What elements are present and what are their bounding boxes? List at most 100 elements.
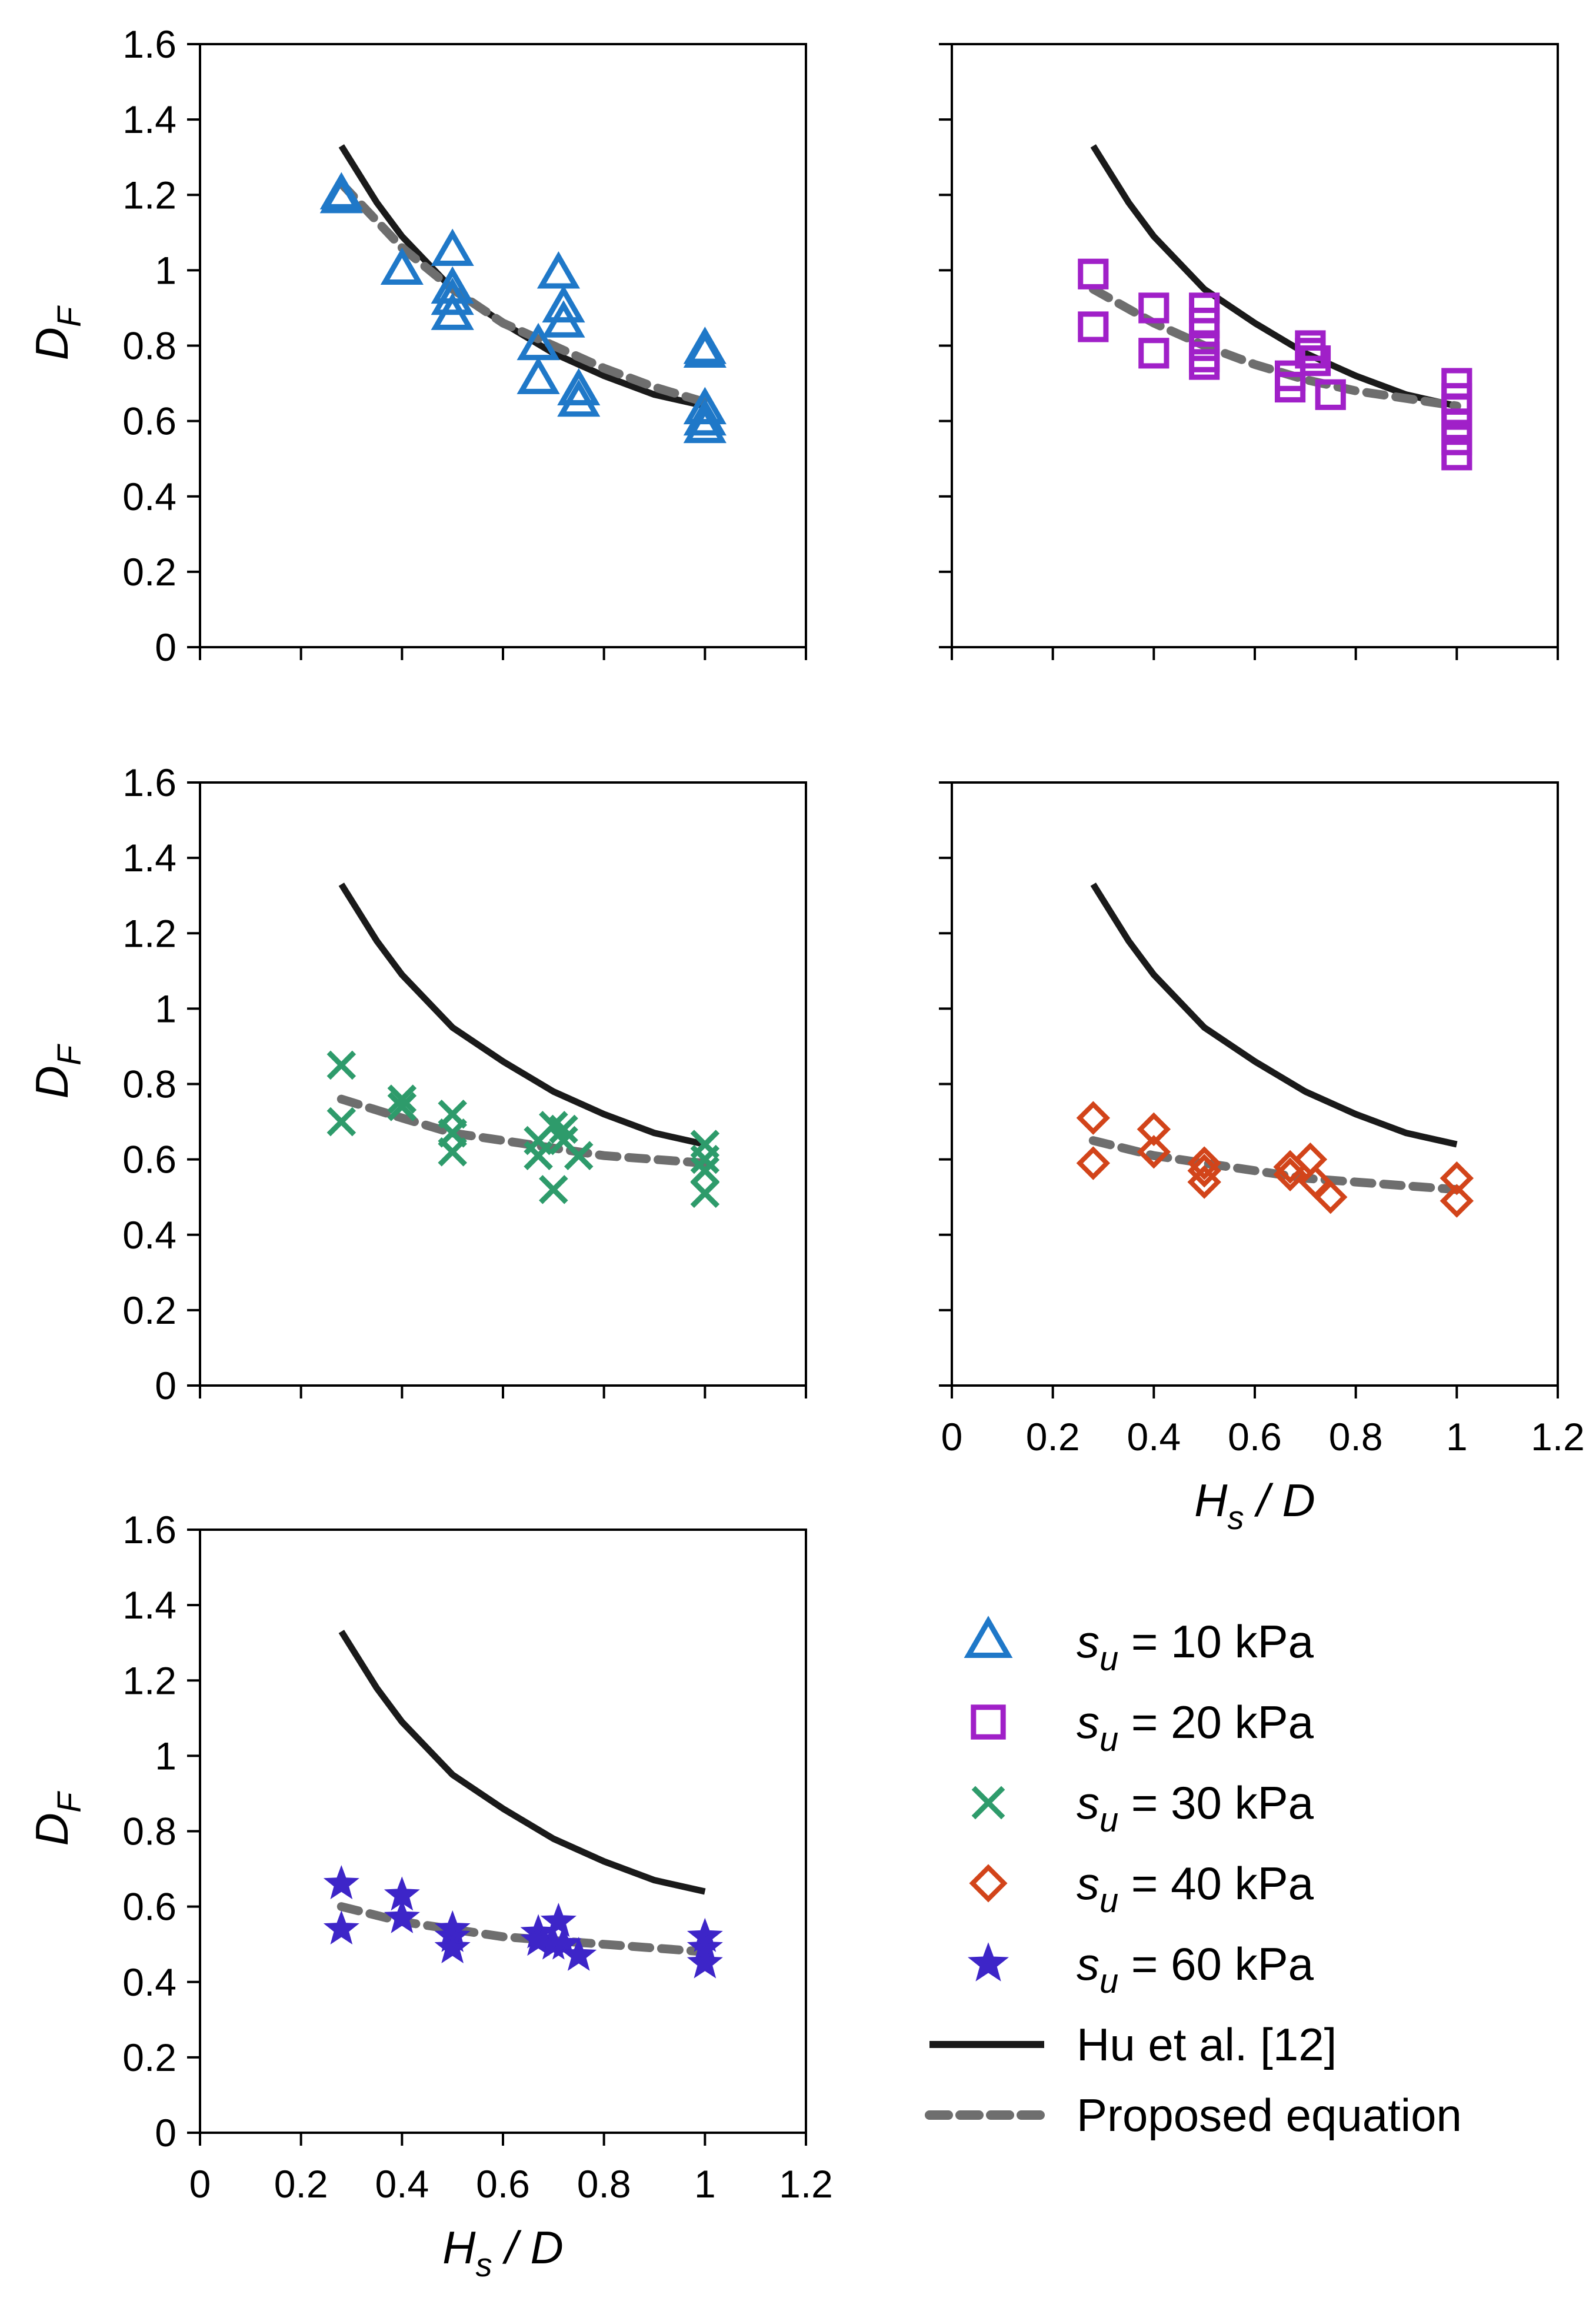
y-tick-label: 1.2 <box>122 173 176 217</box>
panel-su30: 0 0.2 0.4 0.6 0.8 1 1.2 1.4 1.6 DF <box>26 761 807 1407</box>
y-tick-label: 1.6 <box>122 22 176 66</box>
hu-curve <box>338 1630 706 1895</box>
data-point <box>557 368 601 406</box>
data-point <box>1440 1184 1474 1218</box>
hu-curve <box>1090 883 1458 1148</box>
legend-label-su20: su = 20 kPa <box>1077 1696 1314 1759</box>
y-tick-label: 1.4 <box>122 836 176 880</box>
y-tick-label: 0.8 <box>122 1063 176 1106</box>
y-tick-label: 0.2 <box>122 550 176 594</box>
data-point <box>683 398 727 436</box>
data-point <box>384 1899 420 1933</box>
legend-marker-su40 <box>969 1864 1008 1903</box>
data-point <box>380 247 424 285</box>
data-point <box>690 1156 720 1186</box>
data-point <box>540 1903 577 1937</box>
data-point <box>687 1944 723 1979</box>
data-point <box>542 300 585 338</box>
data-point <box>387 1084 417 1114</box>
panels-layer: 0 0.2 0.4 0.6 0.8 1 1.2 1.4 1.6 DF 0 0.2 0.4 0.6 0.8 1 1… <box>26 22 1585 2283</box>
y-tick-label: 0.6 <box>122 1885 176 1929</box>
x-tick-label: 0.8 <box>1329 1415 1383 1458</box>
plot-frame <box>951 781 1559 1387</box>
x-axis-title: Hs / D <box>1194 1474 1315 1536</box>
data-point <box>1137 1135 1171 1169</box>
data-point <box>683 387 727 425</box>
data-point <box>323 1910 359 1945</box>
data-point <box>1315 379 1346 410</box>
x-tick-label: 1.2 <box>779 2162 833 2206</box>
data-point <box>323 1865 359 1900</box>
legend-label-su30: su = 30 kPa <box>1077 1777 1314 1839</box>
data-point <box>434 1929 471 1964</box>
y-tick-label: 0.6 <box>122 399 176 443</box>
data-point <box>1441 439 1472 471</box>
data-point <box>1137 1112 1171 1147</box>
y-tick-label: 0.4 <box>122 475 176 518</box>
data-point <box>1076 1101 1111 1135</box>
panel-su20 <box>939 43 1559 660</box>
x-tick-label: 0 <box>189 2162 211 2206</box>
x-axis-title: Hs / D <box>442 2222 564 2283</box>
y-tick-label: 1 <box>155 1734 176 1777</box>
y-tick-label: 0.8 <box>122 324 176 368</box>
x-tick-label: 0 <box>941 1415 963 1458</box>
legend-marker-su10 <box>964 1616 1013 1659</box>
y-tick-label: 1 <box>155 248 176 292</box>
plot-frame <box>951 43 1559 648</box>
plot-frame <box>199 781 807 1387</box>
proposed-curve <box>336 179 709 407</box>
data-point <box>319 172 363 209</box>
panel-su60: 0 0.2 0.4 0.6 0.8 1 1.2 1.4 1.6 0 0.2 0.4 0.6 0.8 1 1.2… <box>26 1508 833 2283</box>
legend-label-proposed: Proposed equation <box>1077 2089 1462 2141</box>
y-tick-label: 1.2 <box>122 911 176 955</box>
y-axis-title: DF <box>26 1044 88 1098</box>
legend-marker-su30 <box>971 1786 1005 1820</box>
plot-frame <box>199 1529 807 2134</box>
legend-label-hu: Hu et al. [12] <box>1077 2019 1337 2070</box>
data-point <box>683 405 727 444</box>
data-point <box>561 1936 597 1971</box>
legend-label-su40: su = 40 kPa <box>1077 1857 1314 1920</box>
y-tick-label: 0.4 <box>122 1960 176 2004</box>
y-tick-label: 0.8 <box>122 1810 176 1853</box>
y-tick-label: 1.2 <box>122 1659 176 1702</box>
y-tick-label: 0.4 <box>122 1213 176 1257</box>
data-point <box>564 1141 594 1171</box>
data-point <box>1076 1146 1111 1180</box>
y-tick-label: 0.2 <box>122 2036 176 2079</box>
data-point <box>1138 338 1169 369</box>
x-tick-label: 0.2 <box>1026 1415 1080 1458</box>
hu-curve <box>1090 144 1458 409</box>
data-point <box>690 1178 720 1208</box>
hu-curve <box>338 883 706 1148</box>
y-tick-label: 0 <box>155 2111 176 2155</box>
legend-marker-su60 <box>968 1942 1009 1982</box>
data-point <box>1273 1157 1307 1191</box>
legend-marker-su20 <box>971 1704 1006 1740</box>
data-point <box>1187 1146 1221 1180</box>
legend-label-su10: su = 10 kPa <box>1077 1616 1314 1678</box>
y-tick-label: 1.4 <box>122 98 176 141</box>
data-point <box>1314 1180 1348 1214</box>
data-point <box>690 1144 720 1174</box>
data-point <box>517 357 560 394</box>
x-tick-label: 0.2 <box>274 2162 328 2206</box>
data-point <box>1187 1165 1221 1199</box>
x-tick-label: 1 <box>694 2162 716 2206</box>
y-tick-label: 0.6 <box>122 1138 176 1181</box>
data-point <box>1138 292 1169 324</box>
data-point <box>431 277 474 315</box>
data-point <box>549 1114 578 1144</box>
data-point <box>1078 311 1109 342</box>
data-point <box>1187 1154 1221 1188</box>
y-tick-label: 1.6 <box>122 1508 176 1551</box>
x-tick-label: 0.6 <box>476 2162 530 2206</box>
data-point <box>431 292 474 330</box>
data-point <box>326 1050 356 1080</box>
data-point <box>1295 338 1326 369</box>
data-point <box>537 251 581 289</box>
x-tick-label: 1.2 <box>1531 1415 1585 1458</box>
data-point <box>1300 345 1331 377</box>
